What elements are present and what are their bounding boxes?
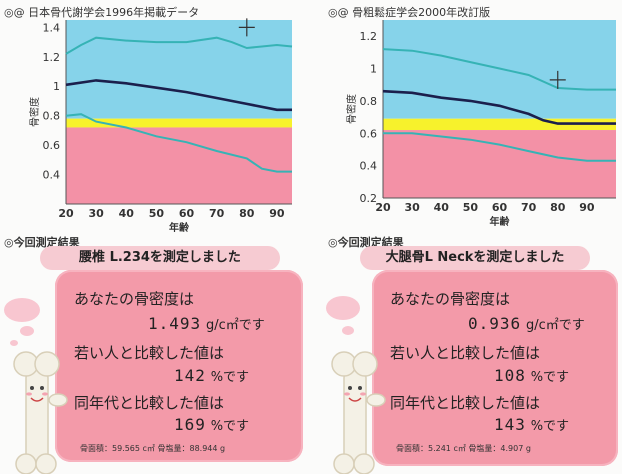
right-bmd-value: 0.936 bbox=[468, 314, 522, 333]
left-chart-series-0 bbox=[65, 36, 293, 55]
left-measure-label: 腰椎 L.234を測定しました bbox=[40, 246, 280, 270]
left-age-value: 169 bbox=[174, 415, 206, 434]
left-chart-xtick: 50 bbox=[149, 207, 165, 220]
left-age-label: 同年代と比較した値は bbox=[74, 394, 225, 412]
right-chart-ytick: 0.2 bbox=[360, 192, 378, 205]
right-age-unit: %です bbox=[530, 419, 570, 434]
right-age-value: 143 bbox=[494, 415, 526, 434]
left-bone-mascot-icon bbox=[13, 351, 68, 474]
left-age-unit: %です bbox=[210, 419, 250, 434]
right-chart-ytick: 0.6 bbox=[360, 127, 378, 140]
left-chart-xtick: 20 bbox=[58, 207, 74, 220]
right-chart-series-1 bbox=[382, 89, 616, 125]
right-chart-ytick: 1 bbox=[370, 63, 377, 76]
right-measure-label: 大腿骨L Neckを測定しました bbox=[360, 246, 590, 270]
right-young-label: 若い人と比較した値は bbox=[390, 344, 541, 362]
left-young-unit: %です bbox=[210, 370, 250, 385]
left-bmd-value: 1.493 bbox=[148, 314, 202, 333]
left-age-line: 169 %です bbox=[174, 415, 249, 434]
right-chart-xtick: 60 bbox=[492, 201, 508, 214]
right-chart-xtick: 90 bbox=[579, 201, 595, 214]
right-chart-ytick: 0.8 bbox=[360, 95, 378, 108]
right-young-unit: %です bbox=[530, 370, 570, 385]
right-age-label: 同年代と比較した値は bbox=[390, 394, 541, 412]
right-chart-xtick: 70 bbox=[521, 201, 537, 214]
left-chart-xtick: 60 bbox=[179, 207, 195, 220]
right-result-card bbox=[372, 270, 618, 466]
left-chart-ytick: 1 bbox=[53, 80, 60, 93]
left-footer-stats: 骨面積：59.565 c㎡ 骨塩量：88.944 g bbox=[80, 444, 226, 453]
right-young-value: 108 bbox=[494, 366, 526, 385]
left-chart-x-label: 年齢 bbox=[169, 221, 190, 234]
left-chart-normal-band bbox=[66, 20, 292, 119]
right-bmd-unit: g/c㎡です bbox=[525, 318, 585, 333]
left-chart-ytick: 1.2 bbox=[43, 51, 61, 64]
right-chart-x-label: 年齢 bbox=[490, 215, 511, 228]
left-chart-xtick: 40 bbox=[119, 207, 135, 220]
right-chart-xtick: 50 bbox=[463, 201, 479, 214]
left-chart-ytick: 0.4 bbox=[43, 169, 61, 182]
right-chart-xtick: 20 bbox=[375, 201, 391, 214]
right-age-line: 143 %です bbox=[494, 415, 569, 434]
right-chart-caution-band bbox=[383, 118, 616, 131]
left-chart-xtick: 30 bbox=[88, 207, 104, 220]
left-chart-xtick: 70 bbox=[209, 207, 225, 220]
right-chart-series-2 bbox=[383, 132, 616, 162]
right-chart-risk-band bbox=[383, 130, 616, 198]
right-chart-y-label: 骨密度 bbox=[345, 94, 358, 124]
right-chart-xtick: 80 bbox=[550, 201, 566, 214]
left-chart-ytick: 1.4 bbox=[43, 21, 61, 34]
right-chart-series-0 bbox=[382, 48, 616, 91]
left-bmd-label: あなたの骨密度は bbox=[74, 290, 195, 308]
right-bone-mascot-icon bbox=[331, 351, 386, 474]
left-chart-series-2 bbox=[65, 113, 292, 173]
left-chart-ytick: 0.8 bbox=[43, 110, 61, 123]
right-result-heading: ◎今回測定結果 bbox=[328, 236, 404, 249]
left-young-line: 142 %です bbox=[174, 366, 249, 385]
left-bmd-unit: g/c㎡です bbox=[205, 318, 265, 333]
right-chart-xtick: 40 bbox=[434, 201, 450, 214]
left-chart-caution-band bbox=[66, 118, 292, 128]
right-young-line: 108 %です bbox=[494, 366, 569, 385]
left-result-card bbox=[55, 270, 303, 462]
right-bmd-line: 0.936 g/c㎡です bbox=[468, 314, 585, 333]
right-chart-ytick: 1.2 bbox=[360, 30, 378, 43]
left-chart-series-1 bbox=[65, 79, 292, 112]
left-young-label: 若い人と比較した値は bbox=[74, 344, 225, 362]
left-young-value: 142 bbox=[174, 366, 206, 385]
left-result-heading: ◎今回測定結果 bbox=[4, 236, 80, 249]
right-chart-xtick: 30 bbox=[404, 201, 420, 214]
right-bmd-label: あなたの骨密度は bbox=[390, 290, 511, 308]
right-footer-stats: 骨面積：5.241 c㎡ 骨塩量：4.907 g bbox=[396, 444, 531, 453]
left-bmd-line: 1.493 g/c㎡です bbox=[148, 314, 265, 333]
left-chart-xtick: 80 bbox=[239, 207, 255, 220]
left-chart-title: ◎@ 日本骨代謝学会1996年掲載データ bbox=[4, 6, 200, 19]
left-chart-ytick: 0.6 bbox=[43, 139, 61, 152]
right-chart-title: ◎@ 骨粗鬆症学会2000年改訂版 bbox=[328, 6, 491, 19]
left-chart-y-label: 骨密度 bbox=[28, 97, 41, 127]
right-chart-ytick: 0.4 bbox=[360, 160, 378, 173]
left-chart-xtick: 90 bbox=[269, 207, 285, 220]
